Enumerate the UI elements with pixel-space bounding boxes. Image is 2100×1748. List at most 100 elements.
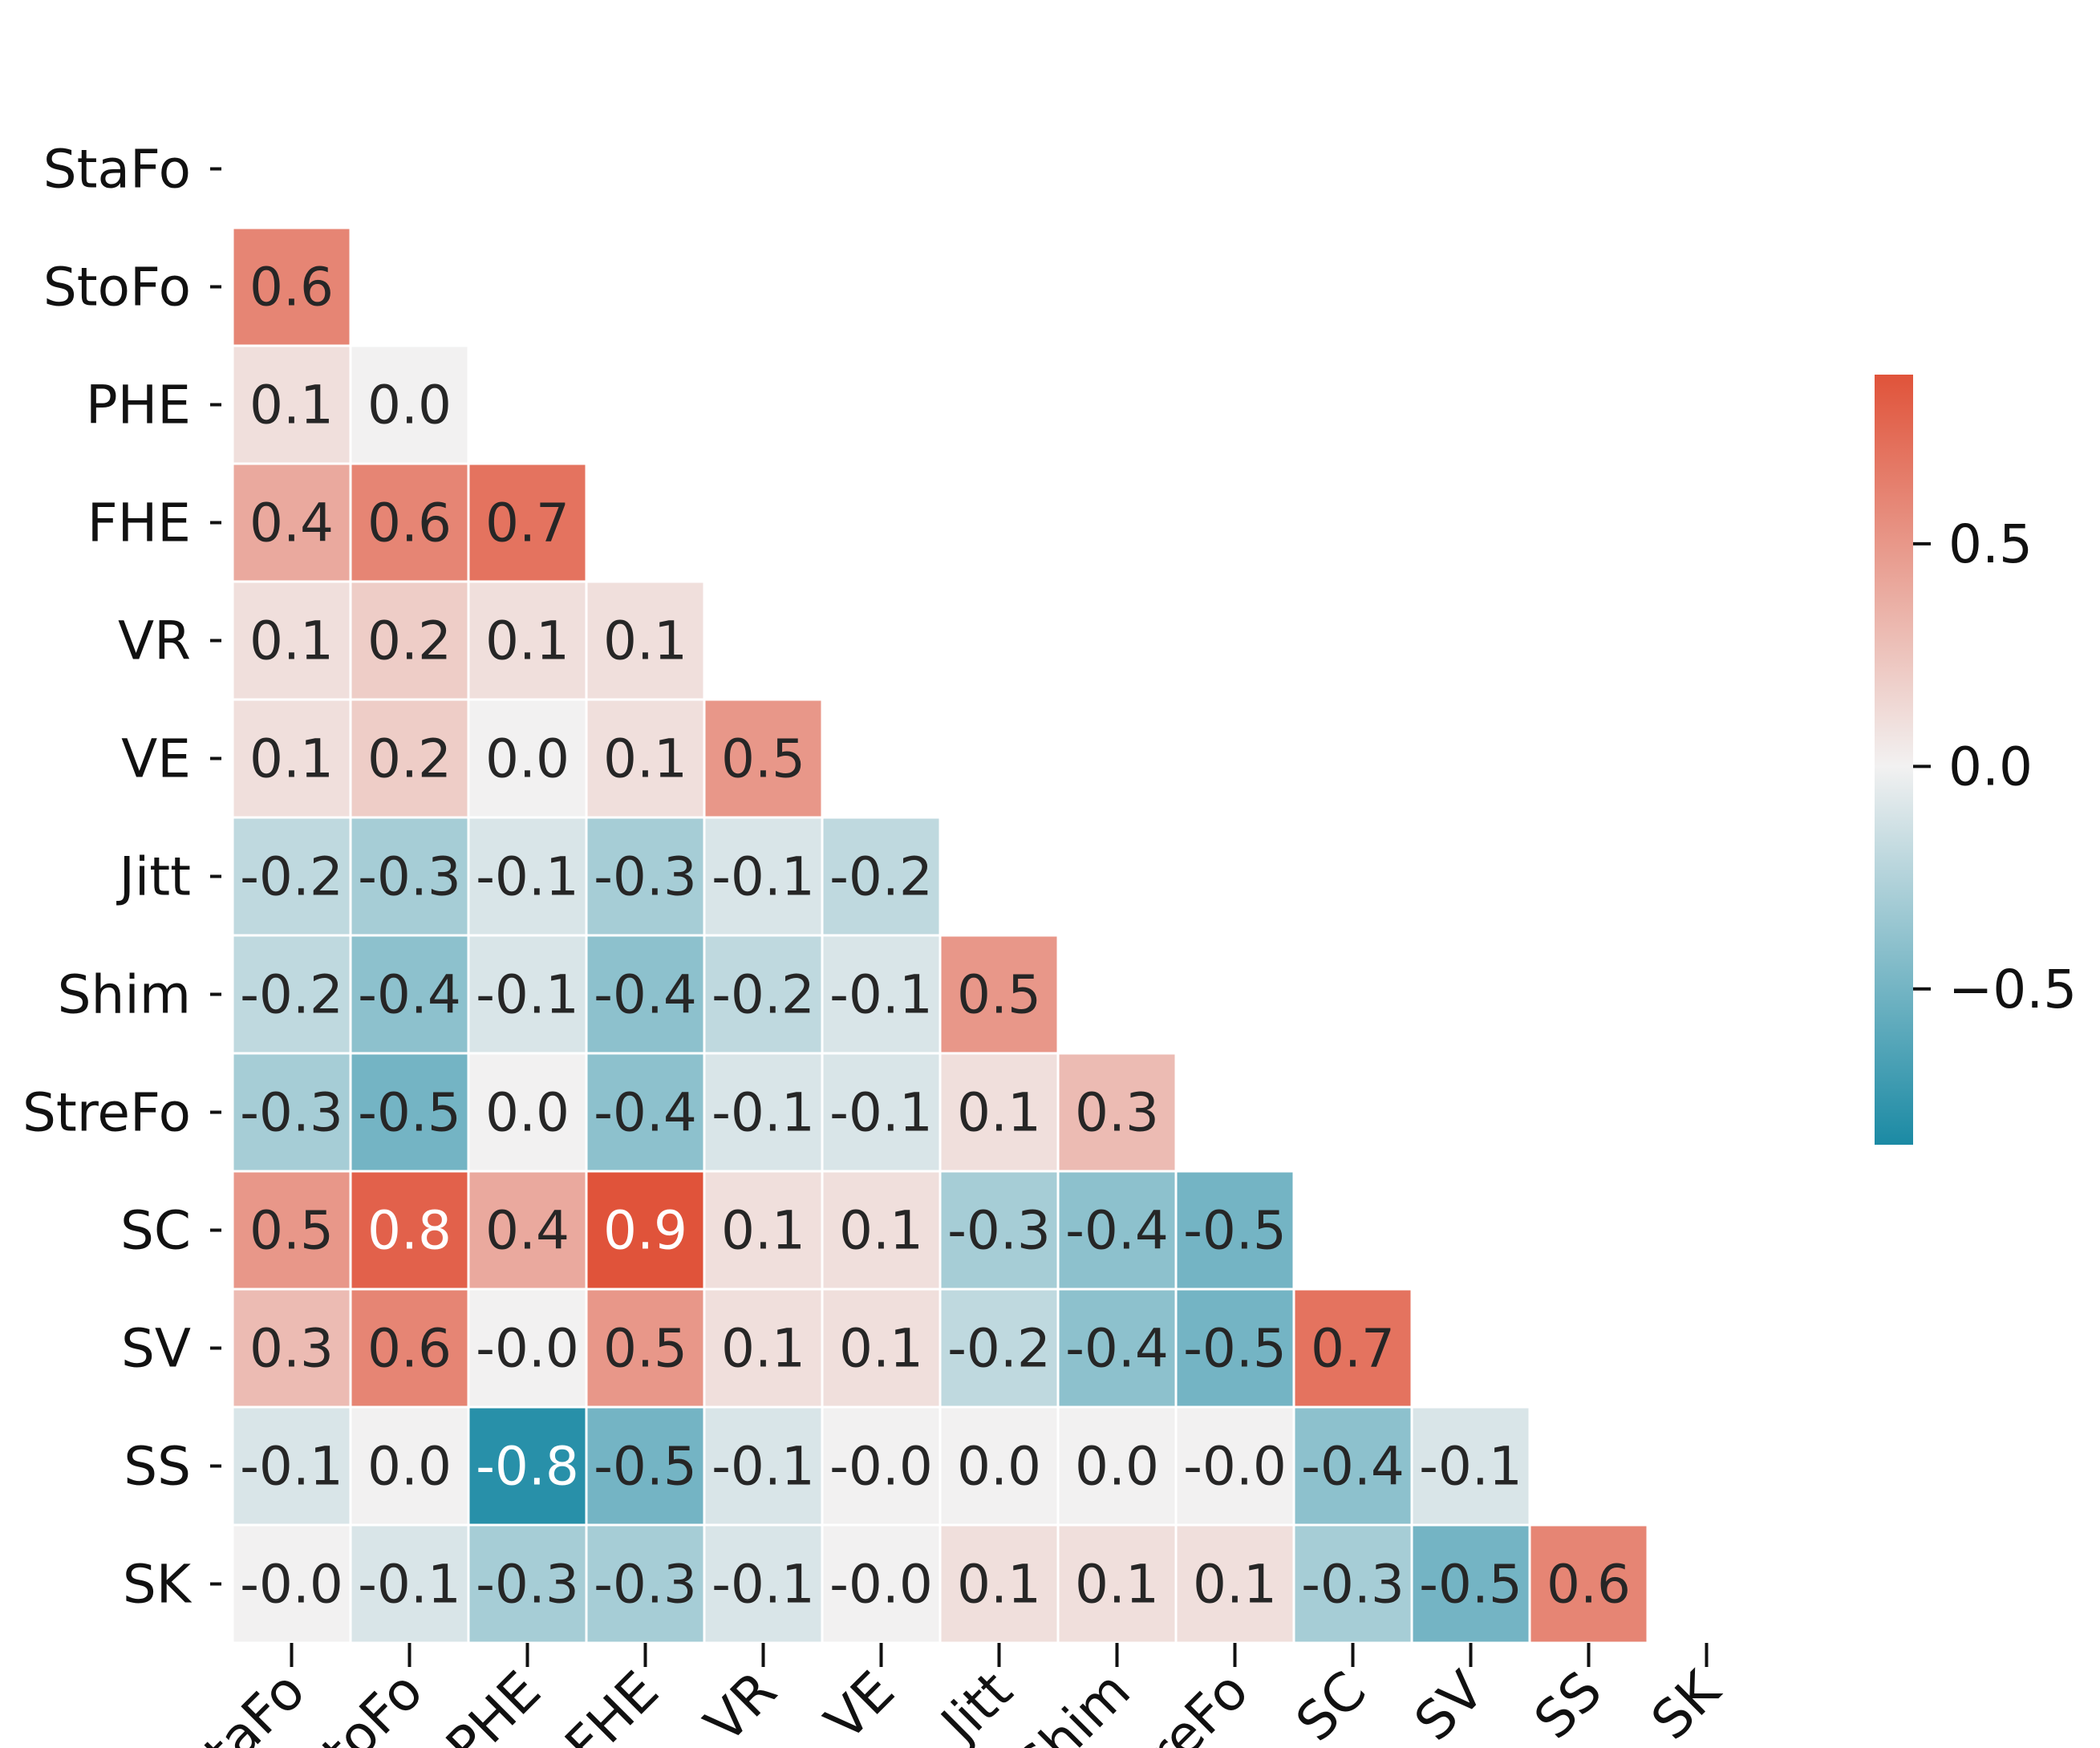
heatmap-cell-sc-phe <box>467 1170 588 1291</box>
heatmap-cell-ss-strefo <box>1174 1405 1295 1527</box>
cell-value-label: -0.3 <box>1301 1554 1405 1616</box>
heatmap-cell-jitt-phe <box>467 816 588 937</box>
cell-value-label: 0.0 <box>957 1436 1041 1498</box>
cell-value-label: -0.1 <box>711 1554 815 1616</box>
heatmap-cell-jitt-fhe <box>585 816 706 937</box>
column-label-jitt: Jitt <box>927 1660 1024 1748</box>
cell-value-label: -0.0 <box>1183 1436 1287 1498</box>
cell-value-label: 0.1 <box>603 610 687 672</box>
cell-value-label: -0.2 <box>240 846 343 908</box>
heatmap-cell-strefo-phe <box>467 1052 588 1173</box>
heatmap-cell-ve-stofo <box>349 698 470 819</box>
heatmap-cell-sv-strefo <box>1174 1288 1295 1409</box>
column-label-ve: VE <box>813 1660 906 1748</box>
heatmap-cell-sk-jitt <box>939 1523 1060 1645</box>
heatmap-cell-shim-stofo <box>349 934 470 1055</box>
cell-value-label: -0.2 <box>829 846 933 908</box>
cell-value-label: -0.5 <box>594 1436 697 1498</box>
row-label-ss: SS <box>124 1436 191 1498</box>
column-label-ss: SS <box>1522 1660 1614 1748</box>
heatmap-cell-sc-strefo <box>1174 1170 1295 1291</box>
heatmap-cell-phe-stofo <box>349 344 470 465</box>
cell-value-label: -0.4 <box>1065 1200 1169 1262</box>
heatmap-cell-shim-stafo <box>231 934 352 1055</box>
cell-value-label: -0.5 <box>1183 1318 1287 1380</box>
cell-value-label: -0.5 <box>358 1082 461 1144</box>
cell-value-label: -0.1 <box>1419 1436 1522 1498</box>
cell-value-label: -0.4 <box>1065 1318 1169 1380</box>
heatmap-cell-sv-stafo <box>231 1288 352 1409</box>
cell-value-label: 0.6 <box>249 257 334 318</box>
cell-value-label: -0.2 <box>947 1318 1051 1380</box>
heatmap-cell-jitt-vr <box>703 816 824 937</box>
heatmap-cell-sk-phe <box>467 1523 588 1645</box>
cell-value-label: 0.1 <box>839 1200 923 1262</box>
cell-value-label: -0.0 <box>829 1554 933 1616</box>
heatmap-cell-jitt-stafo <box>231 816 352 937</box>
cell-value-label: -0.1 <box>711 1082 815 1144</box>
cell-value-label: 0.5 <box>957 964 1041 1026</box>
cell-value-label: 0.6 <box>367 1318 452 1380</box>
cell-value-label: -0.0 <box>476 1318 579 1380</box>
cell-value-label: 0.1 <box>485 610 570 672</box>
row-label-stofo: StoFo <box>43 257 191 318</box>
cell-value-label: 0.1 <box>721 1318 805 1380</box>
heatmap-cell-jitt-stofo <box>349 816 470 937</box>
heatmap-cell-ss-stafo <box>231 1405 352 1527</box>
cell-value-label: -0.4 <box>1301 1436 1405 1498</box>
cell-value-label: 0.7 <box>1311 1318 1395 1380</box>
colorbar-tick-label: −0.5 <box>1948 959 2077 1020</box>
column-label-sk: SK <box>1640 1659 1733 1748</box>
cell-value-label: 0.1 <box>839 1318 923 1380</box>
heatmap-cell-sv-vr <box>703 1288 824 1409</box>
cell-value-label: -0.3 <box>594 1554 697 1616</box>
cell-value-label: 0.3 <box>1075 1082 1159 1144</box>
cell-value-label: -0.0 <box>829 1436 933 1498</box>
cell-value-label: 0.1 <box>1193 1554 1277 1616</box>
colorbar: 0.5 0.0 −0.5 <box>1875 375 2077 1145</box>
cell-value-label: -0.3 <box>947 1200 1051 1262</box>
heatmap-cell-sk-stofo <box>349 1523 470 1645</box>
cell-value-label: -0.4 <box>358 964 461 1026</box>
heatmap-cell-sk-ve <box>821 1523 942 1645</box>
cell-value-label: -0.1 <box>476 846 579 908</box>
cell-value-label: -0.1 <box>711 846 815 908</box>
cell-value-label: 0.0 <box>485 728 570 790</box>
row-labels: StaFo StoFo PHE FHE VR VE Jitt Shim StreFo SC SV SS… <box>22 139 221 1616</box>
cell-value-label: -0.1 <box>240 1436 343 1498</box>
heatmap-cell-phe-stafo <box>231 344 352 465</box>
heatmap-cell-sk-fhe <box>585 1523 706 1645</box>
cell-value-label: 0.1 <box>249 375 334 436</box>
heatmap-cell-sv-fhe <box>585 1288 706 1409</box>
heatmap-cell-sv-ve <box>821 1288 942 1409</box>
cell-value-label: 0.4 <box>249 493 334 554</box>
cell-value-label: 0.0 <box>367 1436 452 1498</box>
colorbar-ticks: 0.5 0.0 −0.5 <box>1913 513 2077 1020</box>
row-label-phe: PHE <box>86 375 191 436</box>
column-label-fhe: FHE <box>553 1660 671 1748</box>
heatmap-cell-sk-sc <box>1292 1523 1413 1645</box>
cell-value-label: 0.3 <box>249 1318 334 1380</box>
cell-value-label: 0.2 <box>367 610 452 672</box>
heatmap-cell-ss-sv <box>1410 1405 1531 1527</box>
heatmap-cell-sc-stafo <box>231 1170 352 1291</box>
cell-value-label: 0.4 <box>485 1200 570 1262</box>
row-label-sk: SK <box>123 1554 193 1616</box>
cell-value-label: 0.7 <box>485 493 570 554</box>
cell-value-label: -0.3 <box>476 1554 579 1616</box>
heatmap-cell-sk-strefo <box>1174 1523 1295 1645</box>
cell-value-label: 0.9 <box>603 1200 687 1262</box>
cell-value-label: 0.0 <box>367 375 452 436</box>
cell-value-label: -0.2 <box>711 964 815 1026</box>
colorbar-gradient <box>1875 375 1913 1145</box>
row-label-sv: SV <box>121 1318 191 1380</box>
cell-value-label: 0.1 <box>957 1082 1041 1144</box>
cell-value-label: 0.1 <box>249 610 334 672</box>
cell-value-label: -0.0 <box>240 1554 343 1616</box>
row-label-jitt: Jitt <box>116 846 191 908</box>
cell-value-label: -0.4 <box>594 1082 697 1144</box>
heatmap-cell-sk-stafo <box>231 1523 352 1645</box>
cell-value-label: 0.8 <box>367 1200 452 1262</box>
heatmap-cell-fhe-phe <box>467 462 588 583</box>
